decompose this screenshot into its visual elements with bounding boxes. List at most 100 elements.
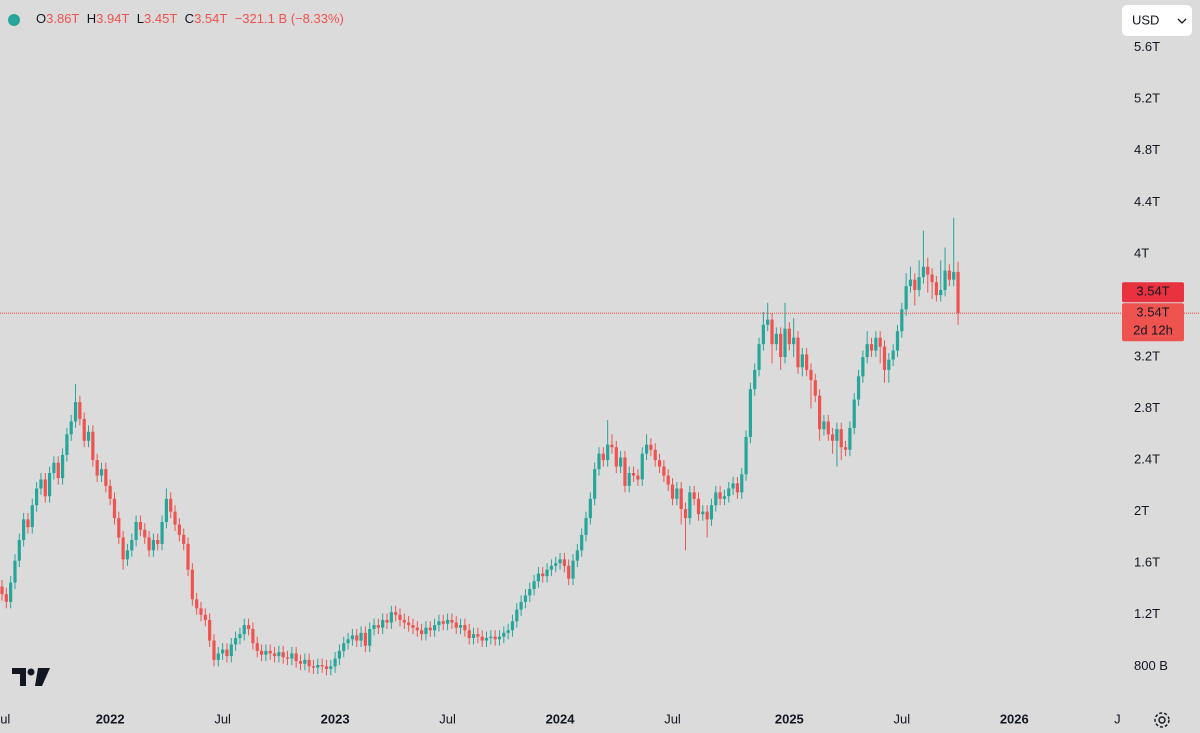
candle-body [65, 434, 69, 455]
candle-body [389, 612, 393, 623]
candle-body [631, 473, 636, 476]
legend-value: 3.86T [46, 11, 79, 26]
candle-body [887, 359, 891, 370]
candle-body [35, 488, 39, 506]
candle-body [653, 449, 657, 461]
price-label-bg [1122, 282, 1184, 303]
candle-body [99, 469, 104, 476]
candle-body [272, 653, 277, 657]
candle-body [541, 573, 545, 577]
candle-body [636, 475, 640, 480]
candle-body [848, 427, 852, 450]
logo-part[interactable] [35, 668, 50, 686]
currency-button-bg[interactable] [1122, 5, 1192, 36]
candle-body [701, 511, 705, 515]
candle-body [73, 402, 78, 422]
candle-body [458, 625, 463, 628]
plot-area: Jul 2022 Jul 2023 Jul 2024 Jul 2025 Jul 2026 Jul [0, 217, 1120, 726]
candle-body [809, 369, 813, 381]
candle-body [259, 650, 264, 655]
candle-body [372, 625, 376, 629]
currency-label[interactable]: USD [1132, 12, 1159, 27]
candle-body [554, 563, 558, 566]
legend-value: 3.94T [96, 11, 129, 26]
status-dot [8, 14, 20, 26]
candle-body [424, 627, 428, 635]
candle-body [696, 498, 701, 515]
candle-body [761, 324, 765, 345]
candle-body [471, 634, 476, 638]
candle-body [156, 540, 160, 544]
candle-body [839, 429, 843, 448]
candle-body [480, 636, 484, 641]
candle-body [904, 286, 908, 310]
candle-body [502, 632, 506, 637]
candle-body [212, 640, 216, 660]
candle-body [324, 666, 329, 669]
logo-part[interactable] [27, 668, 35, 676]
y-tick-label: 5.2T [1134, 91, 1160, 106]
candle-body [381, 619, 385, 628]
candle-body [182, 534, 186, 544]
candle-body [718, 492, 722, 499]
candle-body [593, 469, 597, 499]
candle-body [575, 550, 579, 561]
candle-body [285, 657, 290, 659]
candle-body [805, 354, 809, 370]
candle-body [679, 488, 683, 510]
candle-body [311, 666, 316, 668]
candle-body [402, 619, 406, 623]
candle-body [13, 560, 17, 583]
candle-body [861, 357, 865, 377]
candle-body [748, 389, 752, 437]
candle-body [307, 659, 311, 667]
candle-body [69, 421, 73, 435]
candle-body [78, 402, 82, 419]
candle-body [117, 518, 121, 538]
candle-body [26, 519, 30, 528]
logo-part[interactable] [12, 668, 26, 686]
candle-body [705, 511, 709, 520]
settings-button[interactable] [1154, 712, 1170, 728]
candle-body [445, 619, 450, 624]
chevron-icon[interactable] [1177, 18, 1187, 24]
candle-body [303, 659, 307, 664]
candle-body [104, 469, 108, 486]
candle-body [277, 652, 281, 657]
y-tick-label: 3.2T [1134, 348, 1160, 363]
candle-body [264, 650, 268, 655]
candle-body [506, 630, 510, 633]
gear-center[interactable] [1158, 716, 1166, 724]
logo[interactable] [12, 668, 50, 686]
candle-body [138, 521, 143, 530]
countdown-label: 2d 12h [1133, 323, 1173, 338]
candle-body [147, 537, 151, 551]
price-label: 3.54T [1136, 305, 1169, 320]
candle-body [956, 271, 960, 314]
price-label: 3.54T [1136, 284, 1169, 299]
currency-button[interactable]: USD [1122, 5, 1192, 36]
candle-body [640, 453, 644, 480]
y-tick-label: 1.2T [1134, 606, 1160, 621]
gear-outline[interactable] [1154, 712, 1170, 728]
candle-body [398, 614, 402, 620]
candle-body [731, 483, 735, 489]
candle-body [4, 594, 8, 602]
candle-body [515, 609, 519, 622]
candle-body [558, 559, 562, 564]
candle-body [125, 550, 130, 560]
candle-body [891, 350, 895, 360]
candle-body [242, 625, 246, 635]
candle-body [316, 665, 320, 668]
candle-body [368, 628, 372, 646]
candle-body [510, 621, 515, 631]
candle-body [770, 319, 774, 345]
candle-body [800, 354, 804, 368]
candle-body [766, 319, 770, 325]
candle-body [476, 634, 480, 637]
candle-body [43, 479, 47, 497]
candle-body [549, 565, 554, 570]
candle-body [913, 279, 917, 290]
candle-body [268, 650, 272, 654]
